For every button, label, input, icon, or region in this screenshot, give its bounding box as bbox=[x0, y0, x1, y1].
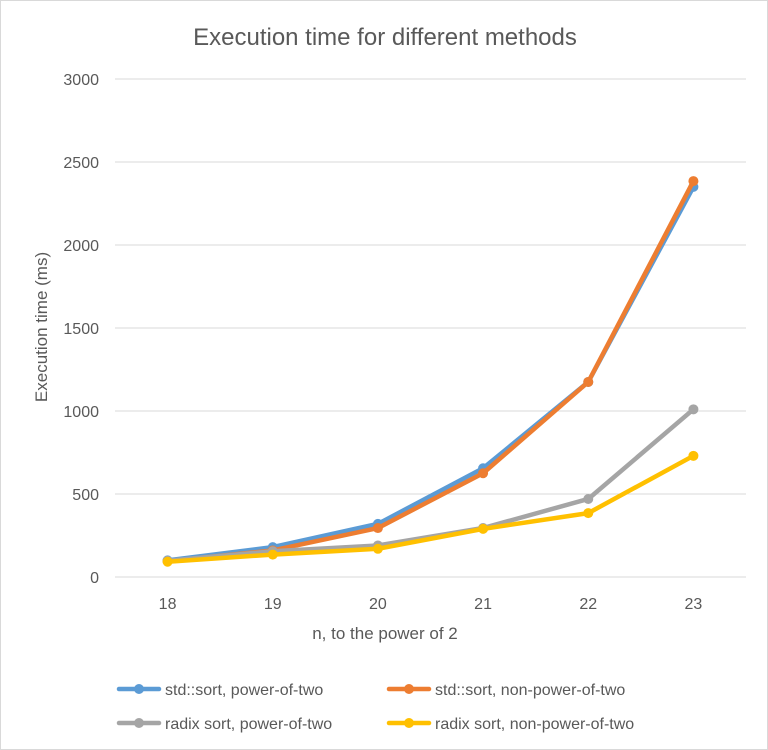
legend: std::sort, power-of-two std::sort, non-po… bbox=[116, 682, 634, 733]
series-4 bbox=[162, 450, 699, 567]
legend-swatch-marker bbox=[134, 718, 144, 728]
series-lines bbox=[162, 176, 699, 567]
series-2 bbox=[162, 176, 699, 567]
series-line bbox=[165, 453, 696, 564]
y-tick-label: 1000 bbox=[63, 404, 99, 421]
y-tick-label: 0 bbox=[90, 570, 99, 587]
legend-item: std::sort, non-power-of-two bbox=[386, 682, 625, 699]
legend-swatch-marker bbox=[404, 718, 414, 728]
y-tick-label: 2500 bbox=[63, 155, 99, 172]
data-point bbox=[688, 176, 699, 187]
data-point bbox=[267, 549, 278, 560]
legend-item: radix sort, power-of-two bbox=[116, 716, 332, 733]
data-point bbox=[583, 508, 594, 519]
legend-swatch-marker bbox=[404, 684, 414, 694]
series-line bbox=[165, 184, 696, 563]
data-point bbox=[372, 523, 383, 534]
series-3 bbox=[162, 404, 699, 566]
series-line bbox=[165, 178, 696, 564]
legend-label: radix sort, power-of-two bbox=[165, 716, 332, 733]
y-tick-label: 1500 bbox=[63, 321, 99, 338]
data-point bbox=[372, 543, 383, 554]
legend-item: radix sort, non-power-of-two bbox=[386, 716, 634, 733]
legend-label: radix sort, non-power-of-two bbox=[435, 716, 634, 733]
x-tick-label: 21 bbox=[474, 596, 492, 613]
x-tick-label: 19 bbox=[264, 596, 282, 613]
y-tick-label: 500 bbox=[72, 487, 99, 504]
legend-label: std::sort, non-power-of-two bbox=[435, 682, 625, 699]
x-tick-labels: 18 19 20 21 22 23 bbox=[159, 596, 703, 613]
data-point bbox=[688, 450, 699, 461]
x-axis-label: n, to the power of 2 bbox=[312, 624, 458, 643]
chart-title: Execution time for different methods bbox=[193, 24, 577, 51]
data-point bbox=[478, 468, 489, 479]
legend-swatch-marker bbox=[134, 684, 144, 694]
data-point bbox=[583, 493, 594, 504]
y-tick-label: 2000 bbox=[63, 238, 99, 255]
x-tick-label: 18 bbox=[159, 596, 177, 613]
y-tick-labels: 0 500 1000 1500 2000 2500 3000 bbox=[63, 72, 99, 587]
data-point bbox=[162, 556, 173, 567]
data-point bbox=[688, 404, 699, 415]
y-tick-label: 3000 bbox=[63, 72, 99, 89]
data-point bbox=[478, 523, 489, 534]
series-1 bbox=[162, 181, 699, 566]
x-tick-label: 20 bbox=[369, 596, 387, 613]
x-tick-label: 22 bbox=[579, 596, 597, 613]
legend-label: std::sort, power-of-two bbox=[165, 682, 323, 699]
y-axis-label: Execution time (ms) bbox=[32, 252, 51, 402]
x-tick-label: 23 bbox=[685, 596, 703, 613]
legend-item: std::sort, power-of-two bbox=[116, 682, 323, 699]
data-point bbox=[583, 376, 594, 387]
gridlines bbox=[115, 78, 746, 578]
